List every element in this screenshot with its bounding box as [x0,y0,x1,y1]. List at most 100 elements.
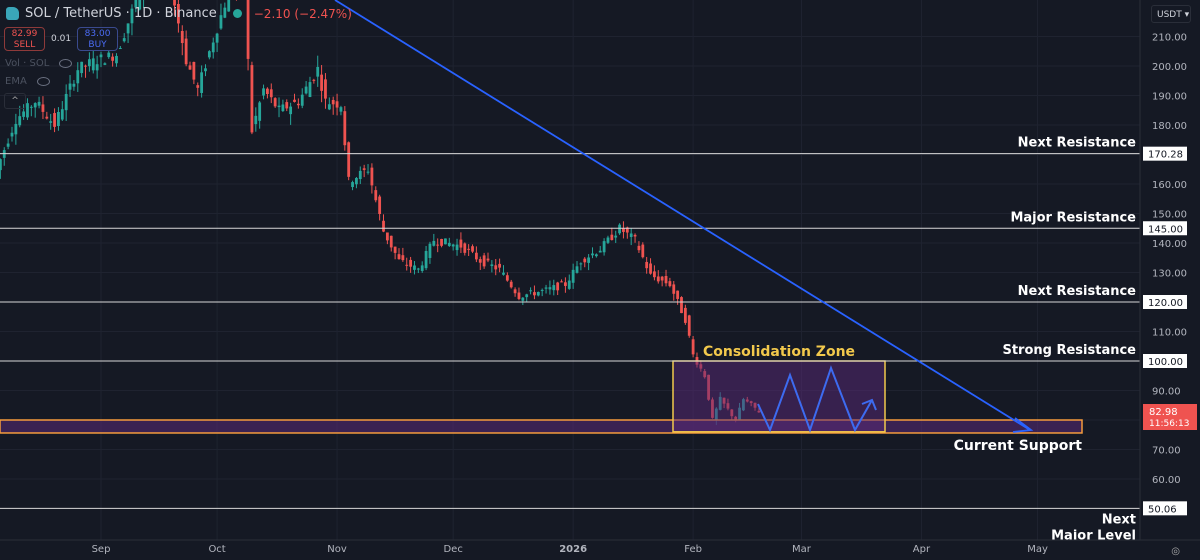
buy-label: BUY [88,40,107,50]
candle [324,79,327,99]
market-open-icon [232,9,242,18]
candle [37,101,41,106]
candle [84,65,87,67]
candle [180,30,184,44]
candle [351,182,354,188]
candle [358,170,362,180]
support-zone-label: Current Support [954,438,1083,454]
candle [250,65,254,133]
level-price-tag-label: 145.00 [1148,224,1183,235]
candle [103,63,107,65]
candle [219,15,223,29]
level-label: Next Resistance [1018,136,1137,151]
candle [409,259,412,267]
candle [567,280,571,289]
symbol-title[interactable]: SOL / TetherUS · 1D · Binance [25,6,217,21]
candle [316,66,320,77]
candle [196,85,200,88]
candle [424,250,428,269]
candle [281,104,285,112]
candle [192,61,196,80]
candle [598,250,602,253]
candle [533,292,536,296]
consolidation-zone-label: Consolidation Zone [703,344,855,360]
currency-select[interactable]: USDT ▾ [1151,5,1191,23]
eye-hidden-icon[interactable] [59,59,73,68]
candle [10,132,14,137]
candle [660,276,664,281]
candle [610,234,614,241]
candle [45,116,49,119]
candle [308,82,312,98]
candle [683,307,687,323]
buy-button[interactable]: 83.00 BUY [77,27,119,51]
indicator-volume[interactable]: Vol · SOL [5,58,73,69]
candle [60,109,64,120]
level-price-tag [1143,354,1187,368]
level-price-tag-label: 100.00 [1148,357,1183,368]
level-price-tag-label: 120.00 [1148,298,1183,309]
candle [289,106,293,115]
candle [622,228,625,232]
sell-label: SELL [13,40,36,50]
indicator-ema-label: EMA [5,76,27,87]
x-tick-label: Sep [92,544,111,555]
candle [529,290,532,292]
candle [687,315,691,336]
price-axis [1140,0,1200,560]
candle [571,269,575,283]
y-tick-label: 150.00 [1152,210,1187,221]
y-tick-label: 110.00 [1152,328,1187,339]
candle [204,68,207,72]
candle [87,59,91,67]
candle [498,263,502,268]
x-tick-label: Dec [443,544,462,555]
candle [211,42,215,53]
candle [413,265,416,270]
candle [455,244,459,251]
candle [335,101,339,108]
candle [293,99,296,102]
candle [444,238,447,245]
sell-button[interactable]: 82.99 SELL [4,27,45,51]
candle [339,107,343,112]
candle [327,104,331,110]
candle [552,285,556,291]
candle [53,113,56,127]
candle [544,287,548,289]
trade-buttons: 82.99 SELL 0.01 83.00 BUY [4,27,119,51]
candle [478,259,482,263]
y-tick-label: 70.00 [1152,446,1181,457]
consolidation-zone [672,360,886,433]
candle [645,261,649,269]
candle [126,23,130,34]
indicator-ema[interactable]: EMA [5,76,50,87]
symbol-legend: SOL / TetherUS · 1D · Binance −2.10 (−2.… [6,6,352,21]
collapse-chevron-up-icon[interactable]: ^ [4,93,26,109]
sell-price: 82.99 [11,29,38,39]
eye-hidden-icon[interactable] [36,77,50,86]
candle [540,289,544,291]
candle [269,89,273,98]
candle [606,237,610,243]
candle [26,103,29,118]
last-price-tag [1143,404,1197,430]
candle [64,93,68,111]
candle [76,70,80,84]
candle [107,52,111,58]
y-tick-label: 130.00 [1152,269,1187,280]
candle [602,241,606,253]
candle [355,177,358,185]
candle [680,297,683,314]
settings-icon[interactable]: ◎ [1171,546,1180,557]
spread: 0.01 [51,34,72,44]
candle [115,55,118,64]
price-change: −2.10 (−2.47%) [253,6,352,21]
candle [22,111,25,117]
candle [262,88,265,96]
candle [177,4,180,24]
level-label: Major Resistance [1010,210,1136,225]
candle [347,142,351,177]
candle [343,111,347,146]
